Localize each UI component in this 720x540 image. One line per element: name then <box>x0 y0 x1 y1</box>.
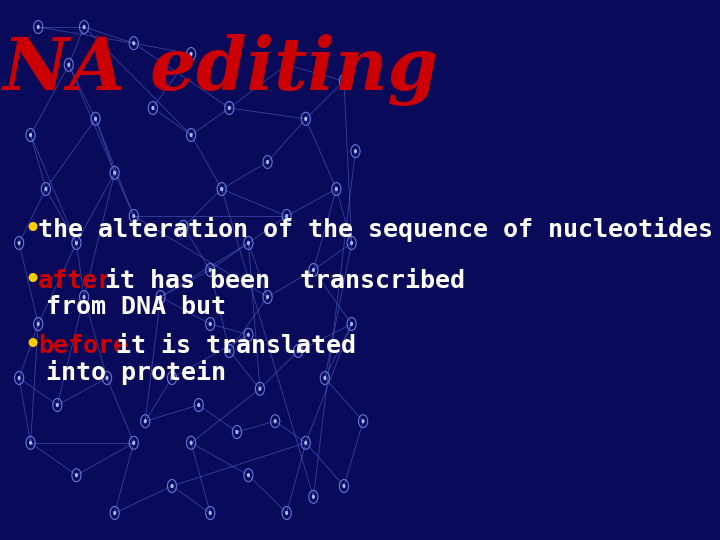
Circle shape <box>113 511 116 515</box>
Circle shape <box>132 41 135 45</box>
Circle shape <box>228 106 231 110</box>
Circle shape <box>29 441 32 445</box>
Text: after: after <box>38 269 113 293</box>
Circle shape <box>266 160 269 164</box>
Circle shape <box>343 79 346 83</box>
Circle shape <box>312 268 315 272</box>
Circle shape <box>45 187 48 191</box>
Circle shape <box>17 376 21 380</box>
Circle shape <box>106 376 109 380</box>
Circle shape <box>29 133 32 137</box>
Circle shape <box>113 171 116 175</box>
Circle shape <box>312 495 315 499</box>
Text: the alteration of the sequence of nucleotides in the RNA: the alteration of the sequence of nucleo… <box>38 217 720 242</box>
Circle shape <box>144 419 147 423</box>
Circle shape <box>285 511 288 515</box>
Circle shape <box>151 106 154 110</box>
Circle shape <box>83 25 86 29</box>
Text: •: • <box>23 266 41 295</box>
Circle shape <box>83 295 86 299</box>
Circle shape <box>75 473 78 477</box>
Circle shape <box>132 441 135 445</box>
Circle shape <box>335 187 338 191</box>
Circle shape <box>285 214 288 218</box>
Circle shape <box>323 376 326 380</box>
Circle shape <box>17 241 21 245</box>
Circle shape <box>247 333 250 337</box>
Circle shape <box>297 349 300 353</box>
Circle shape <box>189 441 193 445</box>
Text: from DNA but: from DNA but <box>46 295 226 319</box>
Circle shape <box>247 473 250 477</box>
Circle shape <box>361 419 364 423</box>
Circle shape <box>159 295 162 299</box>
Text: •: • <box>23 215 41 244</box>
Circle shape <box>189 52 193 56</box>
Text: it is translated: it is translated <box>101 334 356 357</box>
Circle shape <box>37 322 40 326</box>
Circle shape <box>182 225 185 229</box>
Circle shape <box>285 63 288 67</box>
Circle shape <box>350 241 353 245</box>
Circle shape <box>197 403 200 407</box>
Circle shape <box>305 441 307 445</box>
Circle shape <box>171 484 174 488</box>
Circle shape <box>171 376 174 380</box>
Circle shape <box>343 484 346 488</box>
Circle shape <box>247 241 250 245</box>
Text: into protein: into protein <box>46 360 226 385</box>
Circle shape <box>258 387 261 391</box>
Circle shape <box>228 349 231 353</box>
Circle shape <box>354 149 357 153</box>
Text: before: before <box>38 334 128 357</box>
Circle shape <box>209 268 212 272</box>
Circle shape <box>220 187 223 191</box>
Circle shape <box>235 430 238 434</box>
Circle shape <box>305 117 307 121</box>
Circle shape <box>75 241 78 245</box>
Circle shape <box>189 133 193 137</box>
Text: RNA editing: RNA editing <box>0 34 438 106</box>
Circle shape <box>132 214 135 218</box>
Circle shape <box>350 322 353 326</box>
Circle shape <box>94 117 97 121</box>
Circle shape <box>266 295 269 299</box>
Circle shape <box>209 511 212 515</box>
Circle shape <box>37 25 40 29</box>
Circle shape <box>56 403 59 407</box>
Circle shape <box>209 322 212 326</box>
Text: •: • <box>23 331 41 360</box>
Text: it has been  transcribed: it has been transcribed <box>90 269 465 293</box>
Circle shape <box>274 419 276 423</box>
Circle shape <box>67 63 71 67</box>
